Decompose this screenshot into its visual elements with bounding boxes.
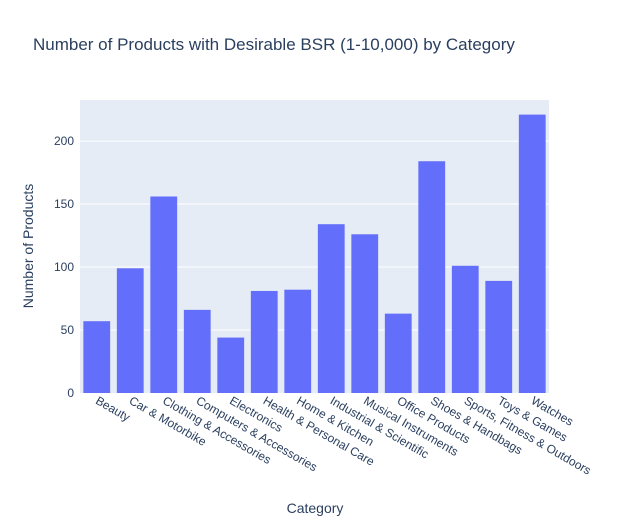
bar <box>351 234 379 393</box>
bar <box>250 290 278 393</box>
bar <box>217 337 245 393</box>
y-tick-label: 0 <box>67 386 74 400</box>
y-tick-label: 200 <box>54 134 74 148</box>
x-tick-label: Beauty <box>93 393 132 424</box>
bar <box>485 280 513 393</box>
bar <box>183 309 211 393</box>
bar <box>116 268 144 393</box>
x-axis-title: Category <box>287 500 344 516</box>
bar <box>418 161 446 393</box>
y-tick-label: 150 <box>54 197 74 211</box>
bar <box>317 224 345 393</box>
y-tick-label: 50 <box>61 323 75 337</box>
bar <box>518 114 546 393</box>
bar <box>150 196 178 393</box>
bar <box>83 321 111 393</box>
bar <box>284 289 312 393</box>
y-tick-label: 100 <box>54 260 74 274</box>
bars <box>83 114 546 393</box>
bar <box>384 313 412 393</box>
chart-title: Number of Products with Desirable BSR (1… <box>33 35 515 54</box>
y-axis-title: Number of Products <box>20 184 36 309</box>
bar <box>451 265 479 393</box>
y-tick-labels: 0 50 100 150 200 <box>54 134 74 400</box>
